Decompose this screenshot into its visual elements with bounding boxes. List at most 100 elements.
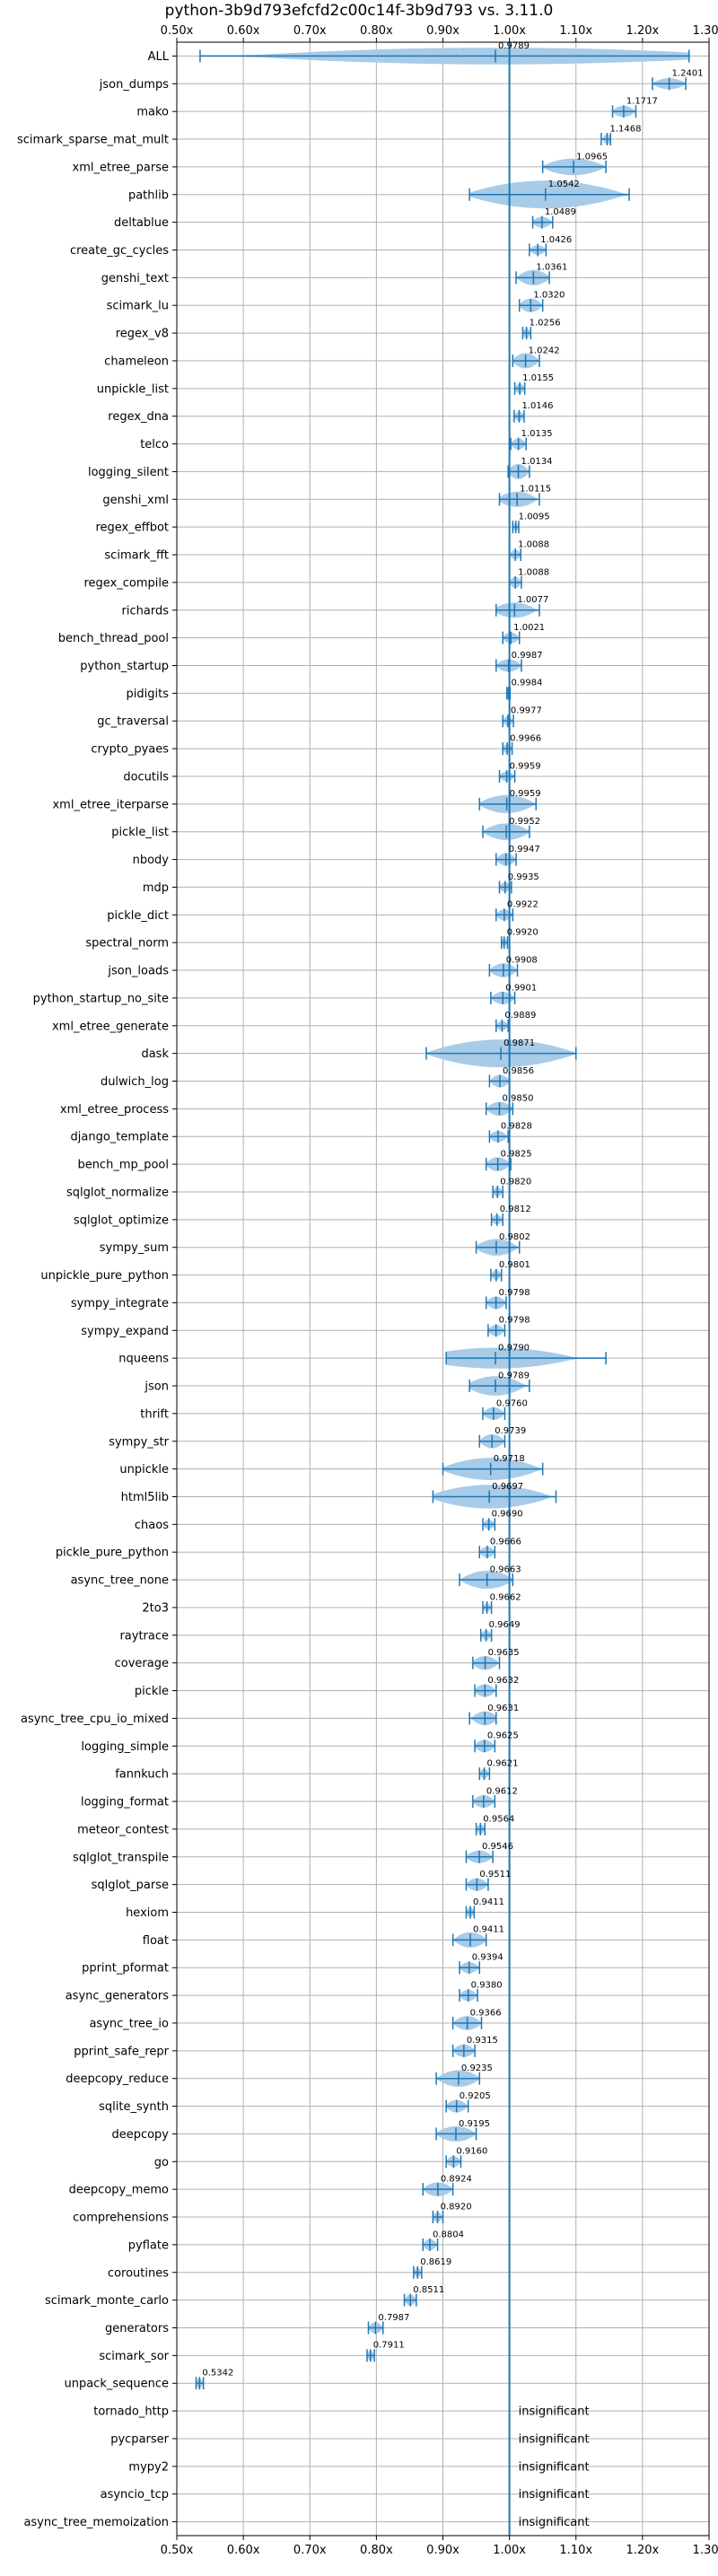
- x-axis-bottom: 0.50x 0.60x 0.70x 0.80x 0.90x 1.00x 1.10x 1.20x…: [161, 2536, 718, 2557]
- y-tick-label: bench_mp_pool: [77, 1159, 169, 1172]
- data-label: 1.0134: [521, 457, 553, 467]
- x-tick-label-top: 1.30x: [693, 24, 718, 38]
- y-tick-label: sqlglot_transpile: [73, 1851, 169, 1864]
- y-tick-label: unpickle_list: [97, 382, 169, 396]
- y-tick-label: xml_etree_process: [60, 1103, 169, 1117]
- y-tick-label: generators: [105, 2322, 169, 2335]
- data-label: 0.9315: [467, 2036, 498, 2046]
- y-tick-label: mdp: [143, 881, 169, 895]
- y-tick-label: float: [143, 1934, 169, 1948]
- y-tick-label: crypto_pyaes: [91, 743, 169, 757]
- data-label: 0.7987: [378, 2313, 409, 2323]
- y-tick-label: async_tree_memoization: [23, 2516, 169, 2529]
- y-tick-label: bench_thread_pool: [58, 632, 169, 645]
- y-tick-label: xml_etree_generate: [52, 1020, 169, 1033]
- y-tick-label: logging_format: [81, 1796, 169, 1809]
- y-tick-label: unpack_sequence: [64, 2378, 169, 2391]
- x-axis-top: 0.50x 0.60x 0.70x 0.80x 0.90x 1.00x 1.10x 1.20x…: [161, 24, 718, 42]
- data-label: 0.9366: [470, 2008, 502, 2018]
- data-label: 1.0146: [521, 401, 553, 411]
- y-tick-label: async_tree_cpu_io_mixed: [21, 1713, 169, 1726]
- y-tick-label: tornado_http: [93, 2405, 169, 2419]
- y-tick-label: pickle_list: [111, 826, 169, 839]
- y-tick-label: sqlglot_parse: [92, 1879, 169, 1892]
- data-label: 1.0088: [518, 539, 549, 549]
- data-label: 0.9789: [498, 1371, 530, 1380]
- data-label: 0.9205: [460, 2091, 491, 2101]
- data-label: 1.1468: [609, 124, 641, 134]
- y-tick-label: sympy_expand: [81, 1325, 169, 1338]
- y-tick-label: scimark_fft: [104, 549, 169, 563]
- y-tick-label: dulwich_log: [101, 1075, 169, 1089]
- y-tick-label: xml_etree_iterparse: [52, 798, 169, 811]
- y-tick-label: pprint_safe_repr: [74, 2045, 169, 2058]
- data-label: 0.9662: [490, 1592, 521, 1602]
- x-tick-label-bottom: 0.90x: [426, 2544, 460, 2557]
- x-tick-label-bottom: 1.10x: [559, 2544, 592, 2557]
- data-label: 0.7911: [373, 2341, 405, 2351]
- data-label: 1.0256: [530, 318, 561, 328]
- x-tick-label-top: 1.10x: [559, 24, 592, 38]
- data-label: 0.9966: [510, 733, 541, 743]
- y-tick-label: deepcopy_reduce: [66, 2072, 169, 2086]
- y-tick-label: nqueens: [118, 1353, 169, 1366]
- y-tick-label: pickle_pure_python: [56, 1546, 169, 1560]
- insignificant-label: insignificant: [519, 2460, 590, 2474]
- data-label: 0.9889: [504, 1011, 536, 1021]
- y-tick-label: deepcopy: [111, 2128, 169, 2142]
- y-tick-label: go: [154, 2156, 169, 2169]
- y-tick-label: chaos: [135, 1519, 169, 1532]
- x-tick-label-top: 0.90x: [426, 24, 460, 38]
- y-tick-label: xml_etree_parse: [73, 161, 169, 174]
- x-tick-label-bottom: 0.70x: [293, 2544, 327, 2557]
- y-tick-label: sympy_integrate: [71, 1297, 169, 1310]
- y-tick-label: python_startup_no_site: [33, 992, 169, 1005]
- y-tick-label: logging_silent: [88, 466, 169, 479]
- data-label: 0.9801: [499, 1260, 530, 1270]
- y-tick-label: deepcopy_memo: [69, 2184, 169, 2197]
- data-label: 1.1717: [626, 97, 658, 107]
- data-label: 0.9850: [503, 1094, 534, 1104]
- data-label: 1.2401: [672, 69, 704, 79]
- data-label: 0.9631: [487, 1704, 519, 1713]
- chart-title: python-3b9d793efcfd2c00c14f-3b9d793 vs. …: [165, 2, 554, 20]
- y-tick-label: coroutines: [108, 2266, 169, 2280]
- y-tick-label: coverage: [115, 1657, 169, 1670]
- y-tick-label: asyncio_tcp: [101, 2488, 169, 2502]
- y-tick-label: create_gc_cycles: [70, 244, 169, 258]
- y-tick-label: docutils: [123, 770, 169, 784]
- y-tick-label: regex_compile: [83, 576, 169, 590]
- y-tick-label: async_tree_none: [71, 1574, 169, 1588]
- y-tick-label: mypy2: [128, 2460, 169, 2474]
- y-tick-label: mako: [136, 106, 169, 119]
- data-label: 0.9798: [499, 1288, 530, 1298]
- y-tick-label: scimark_sor: [99, 2350, 169, 2363]
- y-tick-label: json_loads: [107, 965, 169, 978]
- data-label: 0.9789: [498, 41, 530, 51]
- data-label: 1.0542: [548, 180, 580, 189]
- y-tick-label: regex_dna: [108, 410, 169, 424]
- data-label: 0.9195: [459, 2119, 490, 2129]
- data-label-layer: 0.9789 1.2401 1.1717 1.1468 1.0965 1.0542 1.04…: [202, 41, 703, 2529]
- violin-layer: [195, 48, 690, 2390]
- data-label: 0.9649: [489, 1620, 521, 1630]
- x-tick-label-top: 0.50x: [161, 24, 194, 38]
- y-tick-label: pprint_pformat: [82, 1962, 169, 1976]
- y-tick-label: async_generators: [66, 1990, 170, 2003]
- data-label: 0.9984: [511, 679, 542, 688]
- data-label: 0.8619: [420, 2257, 451, 2267]
- data-label: 1.0021: [513, 623, 545, 633]
- y-tick-label: gc_traversal: [97, 715, 169, 729]
- y-tick-label: nbody: [133, 854, 170, 867]
- y-tick-label: sqlglot_optimize: [74, 1214, 169, 1227]
- y-tick-label: scimark_monte_carlo: [45, 2294, 169, 2308]
- x-tick-label-top: 0.70x: [293, 24, 327, 38]
- x-tick-label-bottom: 0.50x: [161, 2544, 194, 2557]
- data-label: 1.0135: [521, 429, 553, 439]
- y-tick-label: pickle: [135, 1685, 169, 1698]
- insignificant-label: insignificant: [519, 2516, 590, 2529]
- y-tick-label: thrift: [140, 1407, 169, 1421]
- data-label: 0.9160: [456, 2147, 487, 2157]
- y-tick-label: fannkuch: [115, 1768, 169, 1782]
